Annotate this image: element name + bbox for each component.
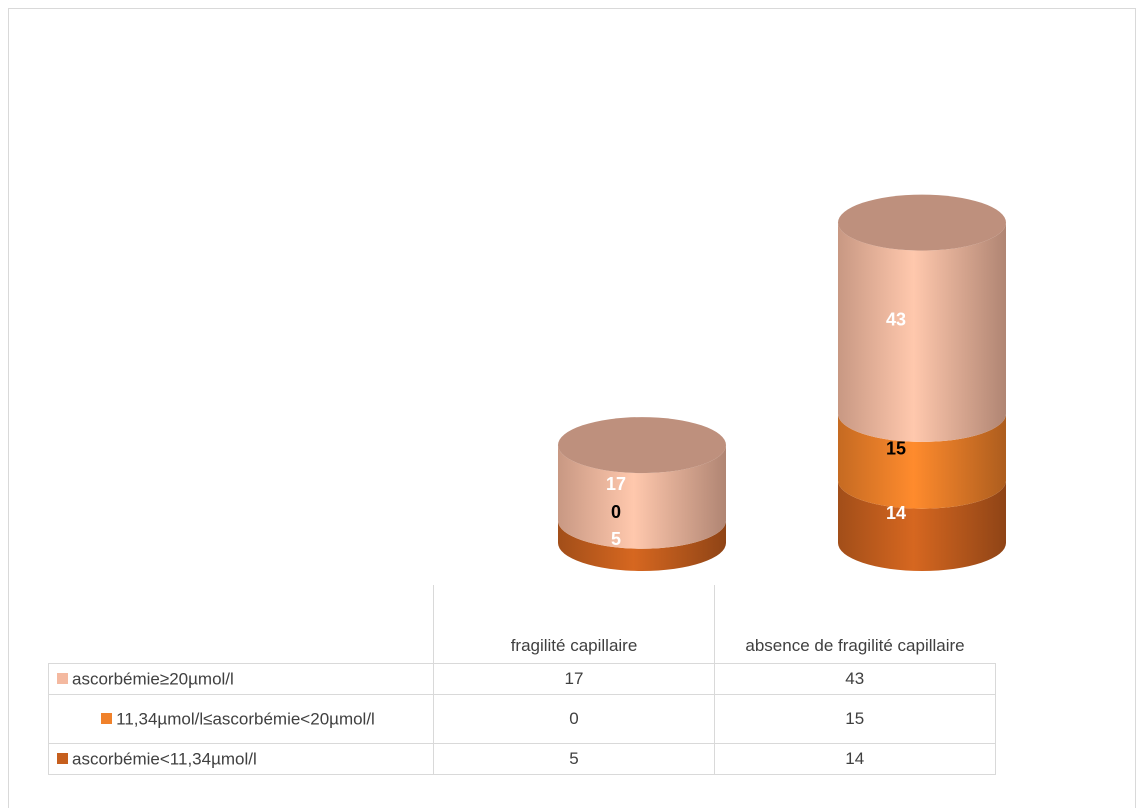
table-header-fragilite: fragilité capillaire xyxy=(433,585,715,664)
chart-frame xyxy=(8,8,1136,808)
table-series-cell: ascorbémie≥20µmol/l xyxy=(48,663,434,695)
data-label: 43 xyxy=(886,309,906,329)
table-series-name: ascorbémie≥20µmol/l xyxy=(72,669,234,689)
table-header-absence: absence de fragilité capillaire xyxy=(714,585,995,664)
table-series-name: ascorbémie<11,34µmol/l xyxy=(72,749,257,769)
data-label: 15 xyxy=(886,438,906,458)
data-label: 0 xyxy=(611,502,621,522)
cylinder-segment xyxy=(558,445,726,549)
chart-plot-area: 5 0 17 14 15 43 xyxy=(558,194,1006,571)
legend-key-low xyxy=(57,752,68,764)
cylinder-segment xyxy=(838,480,1006,571)
table-series-name: 11,34µmol/l≤ascorbémie<20µmol/l xyxy=(116,709,375,729)
table-series-cell: 11,34µmol/l≤ascorbémie<20µmol/l xyxy=(48,694,434,744)
table-corner-cell xyxy=(49,585,434,664)
data-table: fragilité capillaire absence de fragilit… xyxy=(48,585,996,775)
table-cell: 43 xyxy=(714,663,996,695)
legend-key-mid xyxy=(101,712,113,724)
table-series-cell: ascorbémie<11,34µmol/l xyxy=(48,743,434,775)
data-label: 5 xyxy=(611,529,621,549)
cylinder-top-cap xyxy=(838,194,1006,251)
data-label: 17 xyxy=(606,474,626,494)
legend-key-high xyxy=(57,672,68,684)
cylinder-top-cap xyxy=(558,417,726,474)
table-row: ascorbémie<11,34µmol/l 5 14 xyxy=(48,743,996,775)
table-row: 11,34µmol/l≤ascorbémie<20µmol/l 0 15 xyxy=(48,694,996,744)
table-cell: 0 xyxy=(433,694,715,744)
table-cell: 5 xyxy=(433,743,715,775)
cylinder-segment xyxy=(558,520,726,571)
table-cell: 15 xyxy=(714,694,996,744)
table-cell: 17 xyxy=(433,663,715,695)
table-header-row: fragilité capillaire absence de fragilit… xyxy=(49,585,995,664)
table-row: ascorbémie≥20µmol/l 17 43 xyxy=(48,663,996,695)
cylinder-segment xyxy=(838,222,1006,442)
data-label: 14 xyxy=(886,503,906,523)
cylinder-segment xyxy=(838,413,1006,509)
table-cell: 14 xyxy=(714,743,996,775)
